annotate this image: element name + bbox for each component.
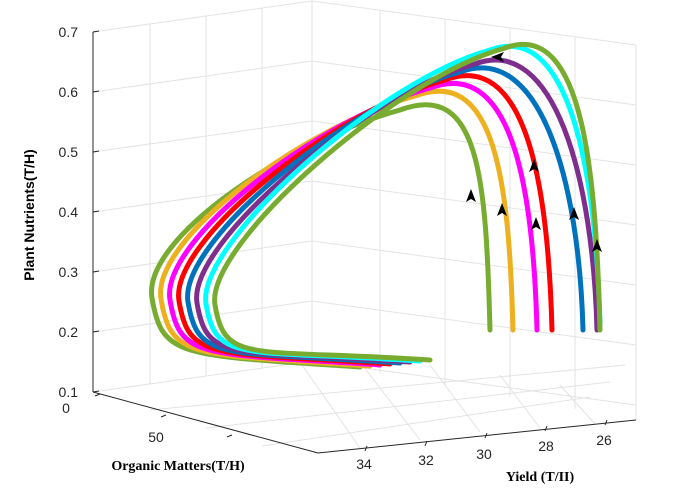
direction-arrow [592, 239, 602, 252]
trajectory-series-4 [176, 73, 555, 367]
grid-line [92, 360, 313, 393]
y-tick-label: 0.7 [59, 24, 79, 40]
y-tick-label: 0.6 [59, 84, 79, 100]
direction-arrow-head [592, 239, 602, 252]
y-tick [92, 210, 100, 213]
z-tick [424, 440, 428, 447]
grid-line [311, 180, 637, 226]
z-tick [604, 419, 608, 426]
y-tick [92, 90, 100, 93]
x-tick [160, 414, 167, 418]
grid-line [205, 381, 611, 429]
arrow-layer [466, 52, 602, 252]
direction-arrow [466, 189, 476, 202]
trajectory-series-7 [203, 43, 603, 364]
grid-line [92, 0, 313, 33]
y-tick [92, 150, 100, 153]
y-tick-label: 0.1 [59, 384, 79, 400]
grid-line [559, 384, 596, 425]
direction-arrow-head [466, 189, 476, 202]
y-tick [92, 30, 100, 33]
direction-arrow [531, 217, 541, 230]
z-axis-label: Yield (T/II) [506, 470, 575, 485]
series-layer [149, 42, 603, 370]
direction-arrow [569, 207, 579, 220]
direction-arrow [529, 159, 539, 172]
y-tick [92, 330, 100, 333]
direction-arrow [491, 52, 504, 62]
axis-layer: 0.1 0.2 0.3 0.4 0.5 0.6 0.7 0 50 34 32 30 28 26 [59, 24, 637, 472]
y-tick-label: 0.3 [59, 264, 79, 280]
grid-line [311, 240, 637, 286]
grid-line [359, 361, 421, 441]
z-tick [484, 432, 488, 439]
grid-layer [92, 0, 637, 449]
grid-line [311, 60, 637, 106]
grid-line [311, 300, 637, 346]
trajectory-series-3 [167, 80, 540, 368]
grid-line [311, 0, 637, 46]
x-axis-label: Organic Matters(T/H) [111, 459, 245, 474]
x-tick [94, 393, 101, 397]
y-tick-label: 0.5 [59, 144, 79, 160]
z-axis-line [317, 419, 637, 454]
grid-line [261, 396, 591, 447]
z-tick-label: 34 [356, 456, 372, 472]
grid-line [499, 374, 541, 429]
z-tick [544, 425, 548, 432]
x-tick-label: 0 [62, 400, 70, 416]
y-tick-label: 0.4 [59, 204, 79, 220]
z-tick-label: 30 [476, 446, 492, 462]
x-tick-label: 50 [148, 429, 164, 445]
grid-line [311, 360, 637, 406]
x-tick [226, 434, 233, 438]
y-tick [92, 390, 100, 393]
y-axis-label: Plant Nutrients(T/H) [21, 149, 37, 280]
trajectory-series-8 [212, 42, 603, 363]
z-tick [364, 445, 368, 452]
label-layer: Plant Nutrients(T/H) Organic Matters(T/H… [21, 149, 574, 485]
trajectory-series-5 [185, 65, 586, 366]
grid-line [92, 300, 313, 333]
z-tick-label: 28 [538, 438, 554, 454]
trajectory-series-2 [158, 88, 516, 369]
direction-arrow-head [491, 52, 504, 62]
grid-line [149, 364, 626, 411]
direction-arrow-head [569, 207, 579, 220]
direction-arrow-head [531, 217, 541, 230]
z-tick-label: 32 [418, 452, 434, 468]
grid-line [299, 361, 361, 449]
x-axis-line [92, 391, 319, 454]
grid-line [92, 60, 313, 93]
y-tick [92, 270, 100, 273]
z-tick-label: 26 [596, 432, 612, 448]
y-tick-label: 0.2 [59, 324, 79, 340]
direction-arrow-head [497, 203, 507, 216]
grid-line [92, 120, 313, 153]
direction-arrow [497, 203, 507, 216]
direction-arrow-head [529, 159, 539, 172]
grid-line [429, 364, 481, 433]
